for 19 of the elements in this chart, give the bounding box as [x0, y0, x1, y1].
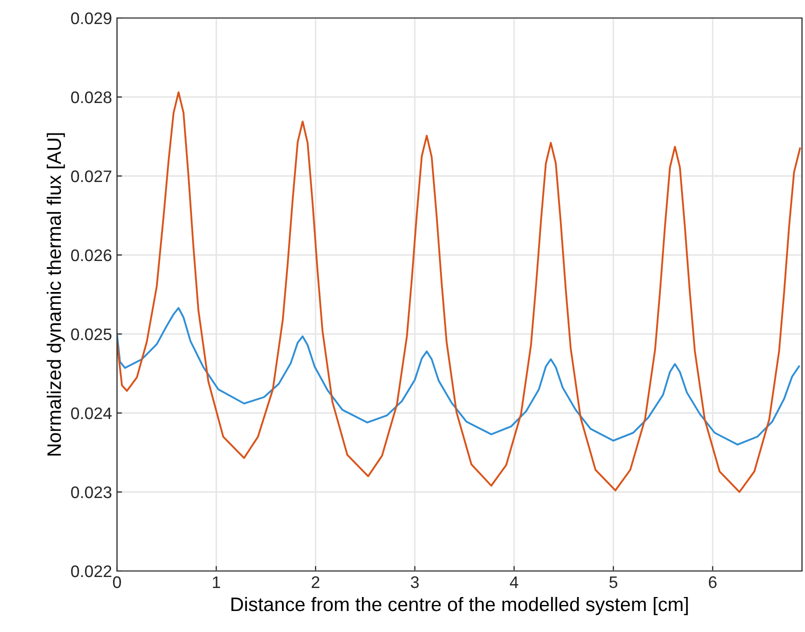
x-tick-label: 0 — [113, 576, 121, 588]
y-tick-label: 0.025 — [71, 328, 112, 340]
x-tick-label: 6 — [708, 576, 717, 588]
x-tick-label: 2 — [312, 576, 320, 588]
x-tick-label: 4 — [510, 576, 518, 588]
x-tick-label: 1 — [212, 576, 220, 588]
line-series — [117, 91, 801, 493]
y-tick-label: 0.026 — [71, 249, 112, 262]
x-tick-label: 3 — [410, 576, 419, 588]
y-axis-title: Normalized dynamic thermal flux [AU] — [46, 133, 65, 456]
y-tick-label: 0.024 — [71, 407, 112, 420]
y-tick-label: 0.023 — [71, 486, 112, 498]
line-series — [117, 307, 800, 446]
y-tick-label: 0.029 — [71, 12, 112, 24]
x-axis-title: Distance from the centre of the modelled system [cm] — [231, 596, 688, 616]
y-tick-label: 0.022 — [71, 565, 112, 578]
y-tick-label: 0.028 — [71, 91, 112, 104]
x-tick-label: 5 — [609, 576, 618, 588]
y-tick-label: 0.027 — [71, 170, 112, 182]
